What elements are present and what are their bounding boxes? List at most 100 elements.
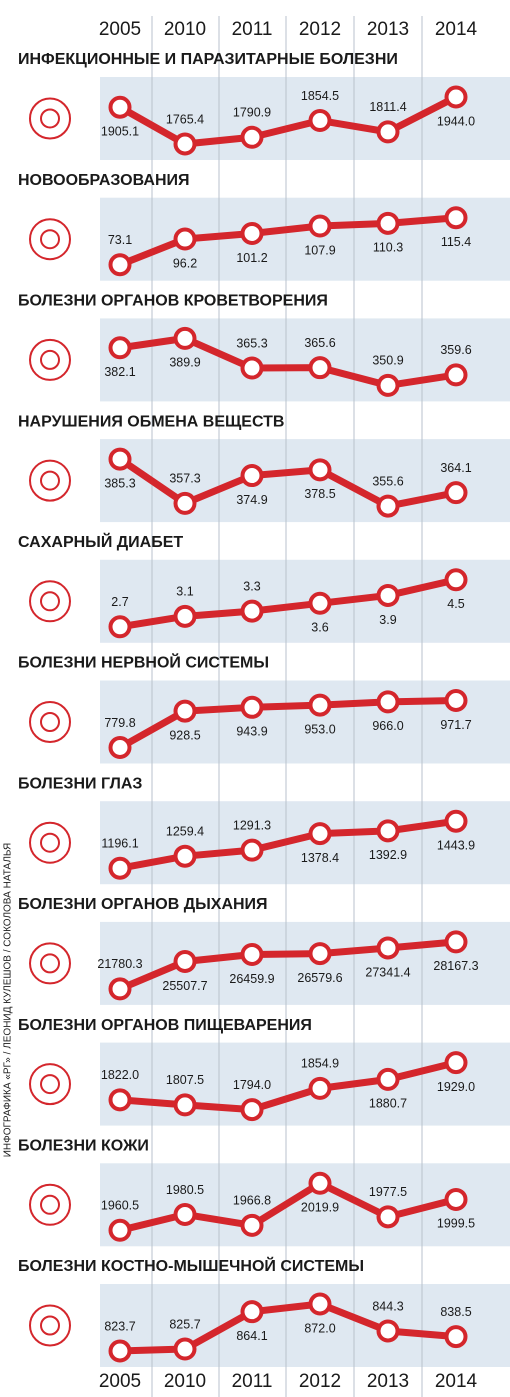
panel-icon — [29, 97, 71, 140]
panel-title: БОЛЕЗНИ ОРГАНОВ ПИЩЕВАРЕНИЯ — [18, 1017, 312, 1034]
point — [444, 1187, 468, 1211]
value-label: 1977.5 — [369, 1185, 407, 1199]
credit: ИНФОГРАФИКА «РГ» / ЛЕОНИД КУЛЕШОВ / СОКО… — [3, 843, 14, 1158]
icon-shape — [29, 338, 71, 381]
point — [240, 221, 264, 245]
icon-shape — [40, 1074, 60, 1095]
point — [173, 1093, 197, 1117]
value-label: 1794.0 — [233, 1078, 271, 1092]
point — [108, 1218, 132, 1242]
panel-icon — [29, 942, 71, 985]
point — [376, 690, 400, 714]
year-label: 2011 — [232, 1371, 273, 1392]
point — [173, 227, 197, 251]
value-label: 357.3 — [169, 472, 200, 486]
point — [376, 211, 400, 235]
value-label: 374.9 — [236, 493, 267, 507]
value-label: 825.7 — [169, 1317, 200, 1331]
value-label: 1259.4 — [166, 824, 204, 838]
icon-shape — [40, 1315, 60, 1336]
point — [108, 95, 132, 119]
year-label: 2010 — [164, 19, 206, 40]
point — [240, 356, 264, 380]
value-label: 2019.9 — [301, 1201, 339, 1215]
panel-band — [100, 1042, 510, 1126]
point — [444, 930, 468, 954]
panel-band — [100, 439, 510, 523]
icon-shape — [29, 1304, 71, 1347]
value-label: 943.9 — [236, 725, 267, 739]
point — [240, 125, 264, 149]
panel-icon — [29, 580, 71, 623]
value-label: 27341.4 — [365, 965, 410, 979]
value-label: 107.9 — [304, 243, 335, 257]
point — [108, 1088, 132, 1112]
icon-shape — [40, 953, 60, 974]
value-label: 1807.5 — [166, 1073, 204, 1087]
value-label: 1960.5 — [101, 1199, 139, 1213]
value-label: 872.0 — [304, 1321, 335, 1335]
panel-icon — [29, 459, 71, 502]
point — [108, 736, 132, 759]
point — [376, 494, 400, 518]
panel-icon — [29, 338, 71, 381]
point — [308, 1171, 332, 1195]
point — [173, 844, 197, 868]
icon-shape — [40, 470, 60, 491]
value-label: 1944.0 — [437, 114, 475, 128]
point — [444, 206, 468, 230]
value-label: 1999.5 — [437, 1217, 475, 1231]
panel-title: НАРУШЕНИЯ ОБМЕНА ВЕЩЕСТВ — [18, 413, 284, 430]
panel-band — [100, 77, 510, 160]
value-label: 28167.3 — [433, 959, 478, 973]
point — [376, 120, 400, 144]
panel-title: БОЛЕЗНИ ГЛАЗ — [18, 775, 142, 792]
point — [376, 1319, 400, 1343]
icon-shape — [29, 459, 71, 502]
point — [308, 109, 332, 133]
point — [308, 1076, 332, 1100]
point — [376, 373, 400, 397]
year-label: 2012 — [299, 19, 341, 40]
value-label: 1980.5 — [166, 1183, 204, 1197]
point — [444, 809, 468, 833]
value-label: 73.1 — [108, 233, 132, 247]
year-label: 2005 — [99, 1371, 141, 1392]
point — [308, 693, 332, 717]
point — [108, 253, 132, 277]
point — [308, 214, 332, 238]
point — [376, 819, 400, 843]
icon-shape — [40, 229, 60, 250]
panel-band — [100, 318, 510, 402]
value-label: 26579.6 — [297, 971, 342, 985]
point — [108, 447, 132, 471]
year-label: 2014 — [435, 19, 478, 40]
value-label: 115.4 — [441, 235, 471, 249]
point — [444, 1325, 468, 1349]
point — [308, 458, 332, 482]
panel-icon — [29, 1304, 71, 1347]
icon-shape — [40, 349, 60, 370]
point — [173, 949, 197, 973]
value-label: 1854.5 — [301, 89, 339, 103]
panel-icon — [29, 1063, 71, 1106]
value-label: 1966.8 — [233, 1194, 271, 1208]
value-label: 364.1 — [440, 461, 471, 475]
year-label: 2005 — [99, 19, 141, 40]
point — [376, 583, 400, 607]
icon-shape — [40, 832, 60, 853]
point — [308, 942, 332, 966]
value-label: 389.9 — [169, 356, 200, 370]
value-label: 382.1 — [104, 365, 135, 379]
value-label: 110.3 — [373, 241, 403, 255]
value-label: 966.0 — [372, 719, 403, 733]
point — [376, 936, 400, 960]
line — [118, 93, 458, 148]
panel-icon — [29, 701, 71, 743]
panel-title: БОЛЕЗНИ КОСТНО-МЫШЕЧНОЙ СИСТЕМЫ — [18, 1256, 364, 1275]
value-label: 953.0 — [304, 722, 335, 736]
value-label: 385.3 — [104, 476, 135, 490]
year-label: 2014 — [435, 1371, 478, 1392]
panel-band — [100, 921, 510, 1005]
year-label: 2011 — [232, 19, 273, 40]
